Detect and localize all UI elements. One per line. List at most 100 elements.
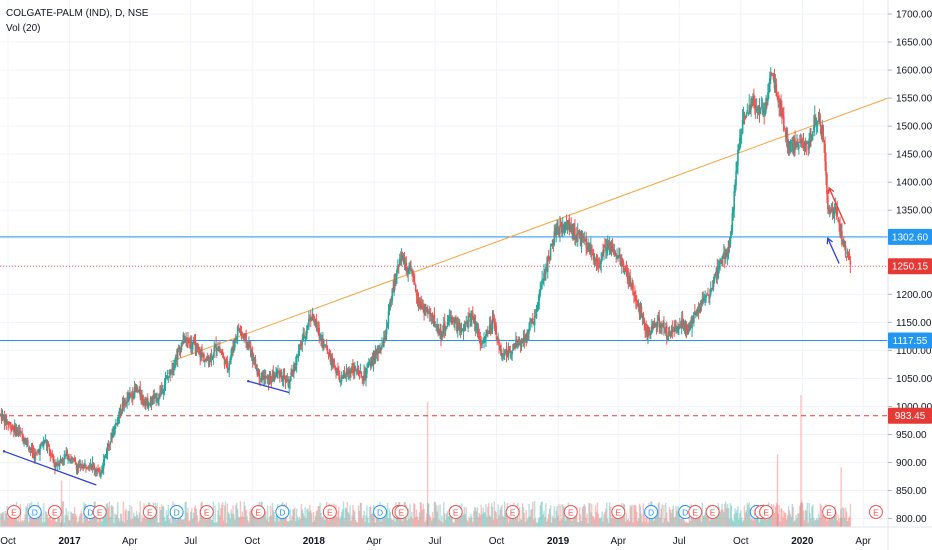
candle-body — [210, 355, 213, 359]
candle-body — [353, 370, 355, 374]
volume-bar — [464, 514, 467, 527]
candle-body — [501, 355, 503, 358]
candle-body — [109, 441, 112, 445]
time-tick-label: 2019 — [547, 536, 570, 547]
drawing-anchor — [2, 450, 6, 453]
candle-body — [713, 274, 716, 281]
candle-body — [444, 328, 447, 331]
volume-bar — [245, 509, 247, 527]
candle-body — [762, 111, 765, 113]
event-markers[interactable]: EDEDEEDEEDEDEEEEEEDDEEDEEEE — [7, 505, 883, 519]
earnings-event-icon[interactable]: E — [705, 505, 720, 519]
candle-body — [700, 299, 703, 305]
earnings-event-icon[interactable]: E — [868, 505, 883, 519]
volume-bar — [618, 518, 620, 527]
earnings-event-icon[interactable]: E — [505, 505, 520, 519]
dividend-event-icon[interactable]: D — [169, 505, 184, 519]
earnings-event-icon[interactable]: E — [822, 505, 837, 519]
volume-bar — [297, 519, 300, 527]
earnings-event-icon[interactable]: E — [394, 505, 409, 519]
volume-bar — [221, 504, 223, 527]
volume-bar — [117, 502, 119, 527]
candle-body — [676, 327, 678, 329]
candle-body — [225, 360, 228, 362]
volume-bar — [79, 513, 81, 527]
trendlines[interactable] — [170, 97, 889, 363]
volume-bar — [547, 513, 550, 527]
dividend-event-icon[interactable]: D — [275, 505, 290, 519]
earnings-event-icon[interactable]: E — [199, 505, 214, 519]
candle-body — [517, 338, 520, 346]
earnings-event-icon[interactable]: E — [759, 505, 774, 519]
candle-body — [783, 128, 786, 130]
earnings-event-icon[interactable]: E — [448, 505, 463, 519]
volume-bar — [678, 510, 680, 527]
horizontal-lines[interactable] — [0, 236, 888, 417]
volume-bar — [641, 522, 644, 527]
candle-body — [530, 320, 532, 323]
candle-body — [538, 296, 541, 302]
event-letter: D — [174, 507, 180, 517]
candle-body — [816, 122, 819, 126]
earnings-event-icon[interactable]: E — [611, 505, 626, 519]
dividend-event-icon[interactable]: D — [373, 505, 388, 519]
volume-bar — [113, 522, 115, 527]
candle-body — [615, 254, 617, 257]
candle-body — [314, 320, 317, 326]
symbol-title[interactable]: COLGATE-PALM (IND), D, NSE — [6, 8, 149, 19]
volume-bar — [437, 505, 439, 527]
candle-body — [703, 298, 706, 301]
volume-bar — [672, 505, 674, 527]
volume-bar — [599, 518, 601, 527]
volume-bar — [598, 517, 600, 527]
candle-body — [347, 371, 350, 375]
volume-bar — [660, 508, 662, 527]
candle-body — [330, 354, 333, 364]
volume-bar — [501, 505, 503, 527]
candle-body — [734, 185, 736, 193]
chart-grid — [0, 0, 888, 527]
volume-bar — [439, 504, 441, 527]
volume-bar — [153, 517, 155, 527]
volume-bar — [424, 521, 426, 527]
earnings-event-icon[interactable]: E — [688, 505, 703, 519]
volume-bar — [217, 510, 219, 527]
candle-body — [639, 306, 642, 317]
candle-body — [474, 321, 477, 329]
volume-bar — [314, 515, 317, 527]
volume-bar — [492, 519, 495, 527]
volume-bar — [488, 503, 490, 527]
candle-body — [165, 376, 168, 378]
earnings-event-icon[interactable]: E — [7, 505, 22, 519]
candle-body — [321, 339, 323, 346]
price-tick-label: 1100.00 — [896, 346, 932, 357]
dividend-event-icon[interactable]: D — [27, 505, 42, 519]
volume-bar — [186, 512, 188, 527]
candle-body — [342, 374, 345, 378]
dividend-event-icon[interactable]: D — [644, 505, 659, 519]
earnings-event-icon[interactable]: E — [47, 505, 62, 519]
volume-bar — [772, 504, 775, 527]
earnings-event-icon[interactable]: E — [563, 505, 578, 519]
candle-body — [621, 258, 624, 265]
candle-body — [162, 390, 165, 394]
volume-bar — [43, 503, 45, 527]
earnings-event-icon[interactable]: E — [92, 505, 107, 519]
earnings-event-icon[interactable]: E — [142, 505, 157, 519]
candle-body — [55, 464, 57, 467]
volume-bar — [402, 516, 405, 527]
drawing-anchor — [247, 380, 250, 383]
candle-body — [195, 344, 198, 353]
volume-bar — [442, 522, 444, 527]
earnings-event-icon[interactable]: E — [251, 505, 266, 519]
drawing-tools[interactable] — [2, 186, 846, 486]
volume-indicator-label[interactable]: Vol (20) — [6, 23, 41, 34]
candle-body — [778, 103, 780, 107]
candle-body — [136, 387, 139, 392]
volume-bar — [214, 506, 216, 527]
candle-body — [500, 344, 502, 356]
volume-bar — [470, 513, 472, 527]
candle-body — [209, 354, 212, 360]
earnings-event-icon[interactable]: E — [322, 505, 337, 519]
